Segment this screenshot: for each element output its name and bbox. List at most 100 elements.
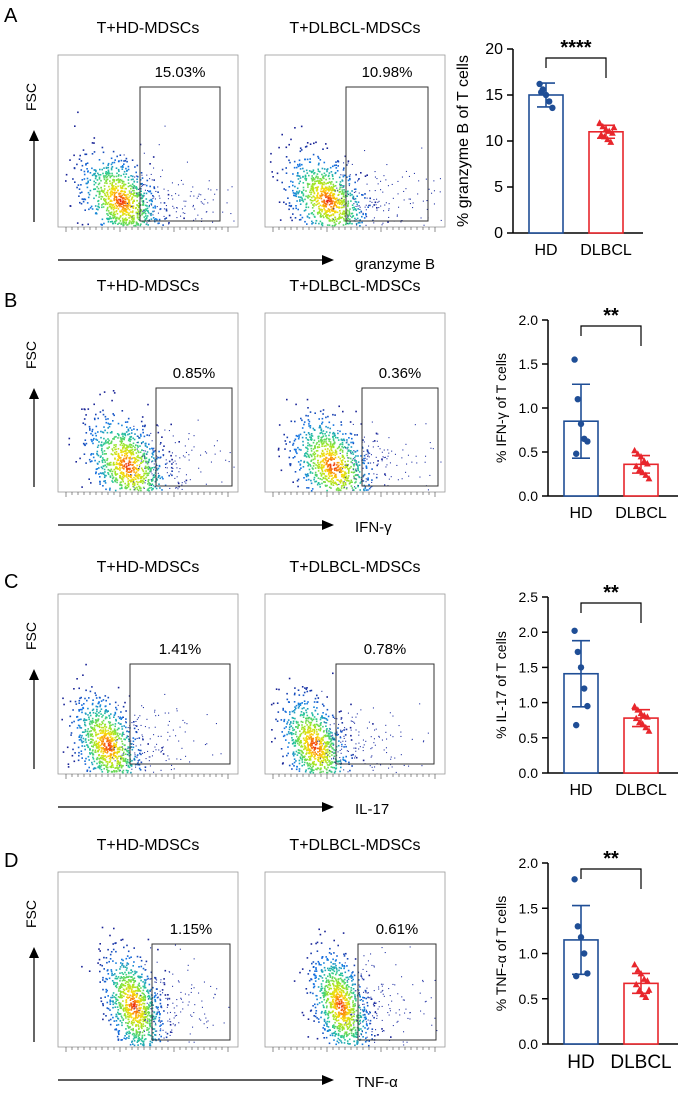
event-dot: [352, 453, 355, 455]
event-dot: [129, 463, 132, 466]
event-dot: [325, 442, 328, 445]
event-dot: [92, 744, 95, 746]
event-dot: [132, 485, 134, 488]
event-dot: [128, 196, 130, 199]
event-dot: [148, 489, 150, 492]
event-dot: [280, 469, 283, 472]
event-dot: [142, 454, 144, 457]
event-dot: [127, 480, 129, 483]
event-dot: [130, 187, 132, 190]
event-dot: [114, 701, 117, 704]
event-dot: [192, 204, 194, 206]
event-dot: [321, 186, 324, 189]
event-dot: [119, 154, 122, 156]
event-dot: [106, 193, 109, 196]
event-dot: [138, 205, 141, 207]
event-dot: [184, 731, 186, 733]
event-dot: [106, 462, 109, 465]
event-dot: [130, 474, 133, 476]
event-dot: [289, 161, 291, 164]
event-dot: [128, 479, 131, 482]
event-dot: [305, 169, 308, 172]
event-dot: [117, 454, 120, 456]
event-dot: [96, 468, 99, 470]
event-dot: [315, 480, 318, 483]
event-dot: [343, 474, 346, 477]
event-dot: [140, 209, 143, 212]
event-dot: [284, 440, 287, 442]
event-dot: [115, 179, 118, 182]
event-dot: [119, 204, 122, 206]
event-dot: [144, 208, 147, 211]
event-dot: [103, 735, 106, 738]
event-dot: [104, 728, 107, 730]
event-dot: [147, 210, 149, 212]
event-dot: [367, 452, 370, 454]
event-dot: [91, 460, 93, 462]
event-dot: [126, 760, 129, 763]
event-dot: [82, 740, 85, 743]
event-dot: [126, 218, 128, 221]
event-dot: [351, 487, 354, 489]
event-dot: [288, 208, 290, 211]
event-dot: [356, 217, 359, 220]
event-dot: [161, 436, 163, 438]
event-dot: [121, 735, 123, 737]
event-dot: [116, 734, 119, 736]
event-dot: [106, 217, 108, 220]
event-dot: [356, 213, 358, 216]
event-dot: [309, 438, 312, 441]
event-dot: [321, 482, 323, 485]
event-dot: [117, 716, 119, 718]
event-dot: [192, 186, 194, 188]
event-dot: [339, 467, 341, 469]
event-dot: [178, 485, 180, 488]
event-dot: [133, 224, 135, 227]
event-dot: [315, 737, 318, 739]
event-dot: [298, 434, 300, 437]
event-dot: [353, 198, 355, 200]
event-dot: [150, 218, 153, 220]
event-dot: [96, 756, 99, 759]
event-dot: [108, 741, 110, 744]
event-dot: [104, 695, 107, 697]
event-dot: [308, 756, 310, 758]
event-dot: [125, 173, 128, 175]
event-dot: [121, 743, 124, 745]
event-dot: [311, 212, 313, 214]
event-dot: [384, 204, 386, 206]
event-dot: [293, 765, 295, 767]
event-dot: [144, 445, 147, 447]
event-dot: [77, 724, 80, 727]
event-dot: [113, 739, 116, 741]
event-dot: [306, 474, 308, 476]
event-dot: [96, 758, 98, 761]
event-dot: [342, 193, 345, 196]
event-dot: [343, 195, 345, 198]
event-dot: [100, 713, 102, 715]
event-dot: [99, 472, 102, 474]
event-dot: [338, 446, 340, 449]
event-dot: [200, 471, 202, 473]
event-dot: [113, 214, 115, 216]
event-dot: [67, 763, 70, 765]
event-dot: [344, 215, 346, 217]
event-dot: [118, 192, 120, 195]
event-dot: [90, 738, 92, 740]
event-dot: [118, 222, 120, 224]
event-dot: [126, 762, 128, 765]
event-dot: [115, 474, 117, 476]
event-dot: [129, 475, 132, 477]
event-dot: [121, 440, 124, 443]
event-dot: [333, 755, 336, 758]
event-dot: [321, 224, 324, 227]
event-dot: [119, 748, 121, 751]
event-dot: [121, 205, 123, 208]
event-dot: [123, 738, 125, 740]
gate-percent-label: 15.03%: [155, 64, 206, 81]
event-dot: [106, 457, 109, 460]
event-dot: [377, 445, 379, 447]
event-dot: [128, 460, 131, 463]
event-dot: [141, 443, 143, 445]
event-dot: [109, 487, 111, 490]
